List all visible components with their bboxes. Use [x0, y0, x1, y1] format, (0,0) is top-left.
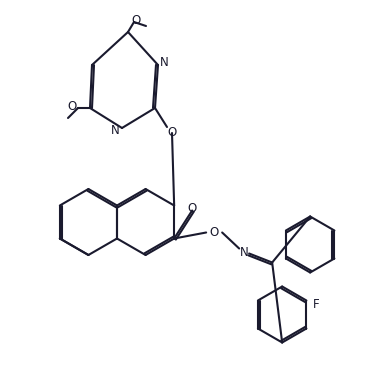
Text: F: F: [312, 298, 319, 311]
Text: O: O: [131, 14, 141, 26]
Text: O: O: [67, 99, 77, 113]
Text: O: O: [167, 126, 177, 140]
Text: N: N: [240, 246, 249, 259]
Text: O: O: [188, 202, 197, 215]
Text: N: N: [111, 123, 120, 137]
Text: O: O: [210, 226, 219, 239]
Text: N: N: [160, 57, 169, 69]
